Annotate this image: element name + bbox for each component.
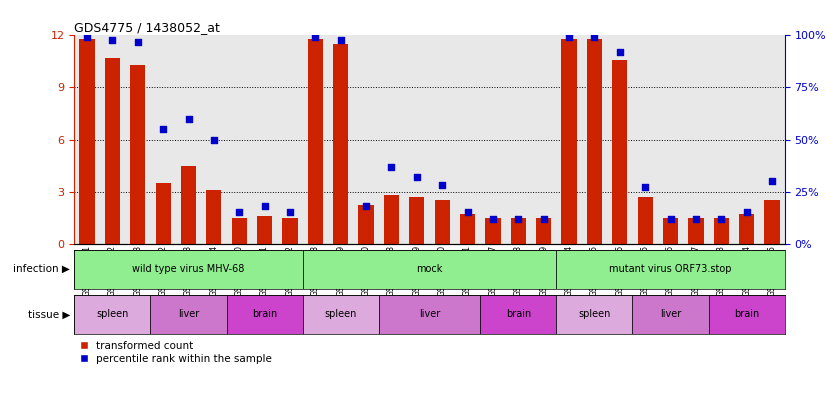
Point [461, 209, 474, 215]
Text: infection ▶: infection ▶ [13, 264, 70, 274]
Bar [709, 295, 785, 334]
Bar [308, 39, 323, 244]
Point [563, 34, 576, 40]
Bar [739, 214, 754, 244]
Point [537, 215, 550, 222]
Text: mutant virus ORF73.stop: mutant virus ORF73.stop [610, 264, 732, 274]
Point [334, 37, 347, 43]
Text: spleen: spleen [96, 309, 129, 320]
Point [283, 209, 297, 215]
Point [258, 203, 271, 209]
Bar [282, 218, 297, 244]
Bar [557, 295, 633, 334]
Text: tissue ▶: tissue ▶ [28, 309, 70, 320]
Text: GDS4775 / 1438052_at: GDS4775 / 1438052_at [74, 21, 221, 34]
Point [385, 163, 398, 170]
Bar [714, 218, 729, 244]
Bar [302, 295, 379, 334]
Text: spleen: spleen [578, 309, 610, 320]
Bar [105, 58, 120, 244]
Bar [510, 218, 526, 244]
Bar [206, 190, 221, 244]
Bar [155, 183, 171, 244]
Bar [79, 39, 95, 244]
Point [487, 215, 500, 222]
Point [309, 34, 322, 40]
Text: wild type virus MHV-68: wild type virus MHV-68 [132, 264, 244, 274]
Text: brain: brain [506, 309, 531, 320]
Point [106, 37, 119, 43]
Point [740, 209, 753, 215]
Point [766, 178, 779, 184]
Bar [688, 218, 704, 244]
Bar [74, 295, 150, 334]
Point [689, 215, 702, 222]
Bar [150, 295, 226, 334]
Bar [562, 39, 577, 244]
Bar [257, 216, 273, 244]
Bar [181, 165, 196, 244]
Point [511, 215, 525, 222]
Text: liver: liver [660, 309, 681, 320]
Bar [638, 197, 653, 244]
Legend: transformed count, percentile rank within the sample: transformed count, percentile rank withi… [79, 341, 272, 364]
Bar [486, 218, 501, 244]
Bar [379, 295, 480, 334]
Bar [302, 250, 557, 289]
Point [157, 126, 170, 132]
Bar [131, 65, 145, 244]
Bar [633, 295, 709, 334]
Point [411, 174, 424, 180]
Bar [586, 39, 602, 244]
Point [638, 184, 652, 191]
Bar [409, 197, 425, 244]
Point [207, 136, 221, 143]
Point [664, 215, 677, 222]
Text: mock: mock [416, 264, 443, 274]
Text: liver: liver [419, 309, 440, 320]
Point [182, 116, 195, 122]
Bar [557, 250, 785, 289]
Bar [384, 195, 399, 244]
Bar [663, 218, 678, 244]
Bar [231, 218, 247, 244]
Bar [460, 214, 475, 244]
Point [613, 49, 626, 55]
Point [588, 34, 601, 40]
Bar [480, 295, 557, 334]
Bar [434, 200, 450, 244]
Point [80, 34, 93, 40]
Text: spleen: spleen [325, 309, 357, 320]
Bar [333, 44, 349, 244]
Bar [536, 218, 551, 244]
Bar [612, 60, 628, 244]
Point [359, 203, 373, 209]
Bar [358, 206, 373, 244]
Text: brain: brain [252, 309, 278, 320]
Point [131, 39, 145, 45]
Text: brain: brain [734, 309, 759, 320]
Bar [226, 295, 302, 334]
Bar [764, 200, 780, 244]
Text: liver: liver [178, 309, 199, 320]
Point [435, 182, 449, 189]
Bar [74, 250, 302, 289]
Point [714, 215, 728, 222]
Point [233, 209, 246, 215]
